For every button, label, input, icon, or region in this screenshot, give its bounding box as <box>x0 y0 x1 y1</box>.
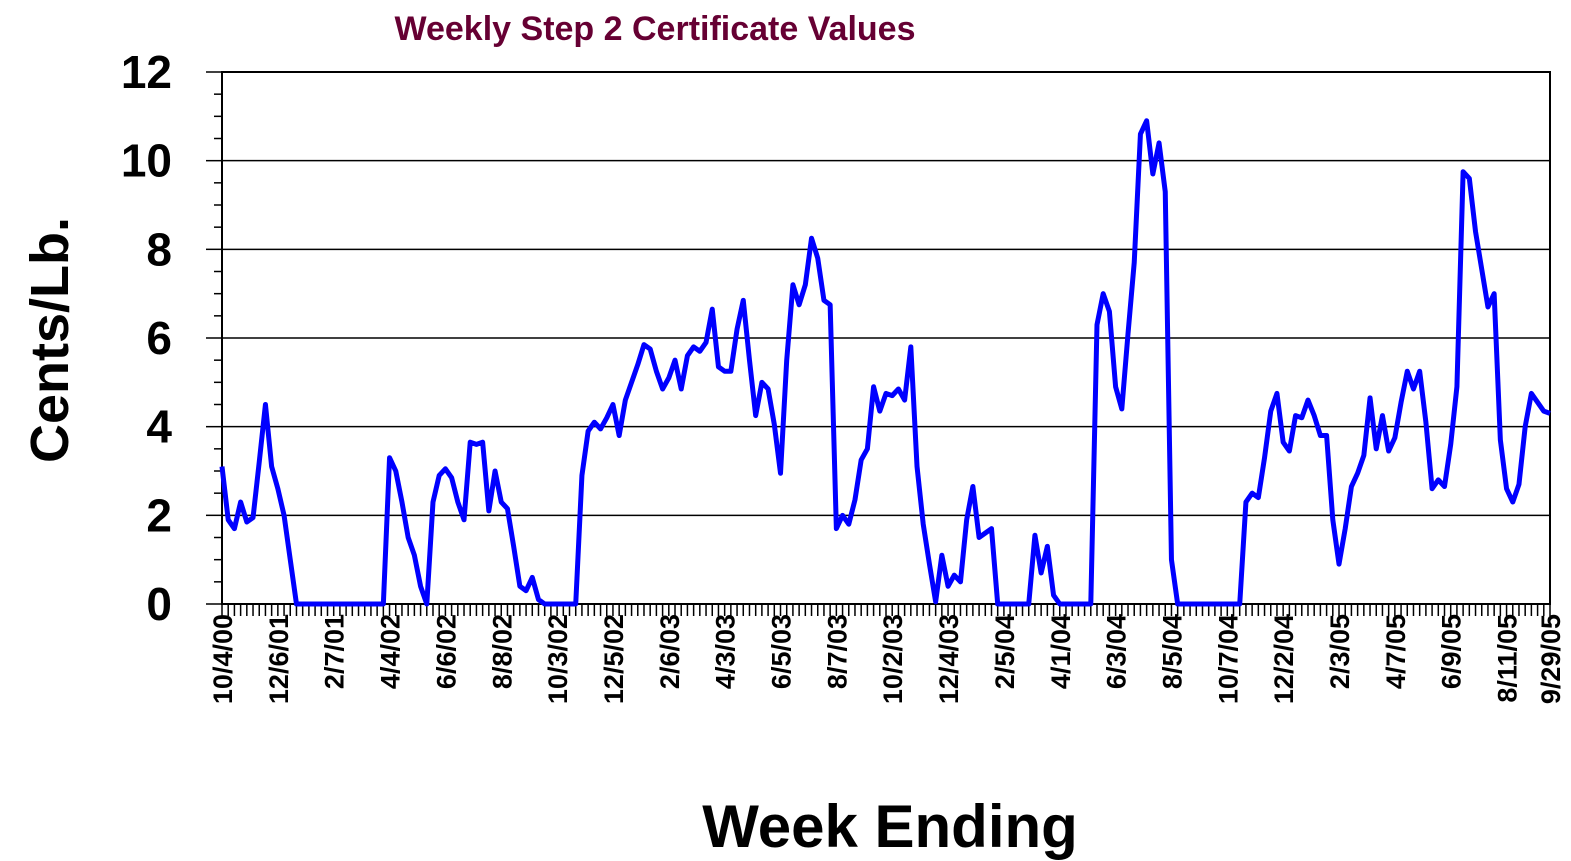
x-tick-label: 2/7/01 <box>320 614 350 689</box>
x-tick-label: 9/29/05 <box>1536 614 1566 704</box>
x-tick-label: 6/9/05 <box>1437 614 1467 689</box>
x-tick-label: 4/7/05 <box>1381 614 1411 689</box>
x-tick-label: 8/8/02 <box>487 614 517 689</box>
x-tick-label: 2/6/03 <box>655 614 685 689</box>
y-tick-label: 2 <box>146 489 172 541</box>
x-tick-label: 10/7/04 <box>1213 614 1243 704</box>
y-tick-label: 12 <box>121 46 172 98</box>
chart-title: Weekly Step 2 Certificate Values <box>395 10 916 48</box>
x-tick-label: 10/4/00 <box>208 614 238 704</box>
x-tick-label: 8/7/03 <box>822 614 852 689</box>
x-tick-label: 4/4/02 <box>376 614 406 689</box>
x-tick-label: 4/3/03 <box>711 614 741 689</box>
y-axis-label: Cents/Lb. <box>20 217 80 463</box>
x-tick-label: 12/6/01 <box>264 614 294 704</box>
x-tick-label: 8/11/05 <box>1493 614 1523 703</box>
x-tick-label: 8/5/04 <box>1157 614 1187 689</box>
x-axis-label: Week Ending <box>702 793 1078 860</box>
x-tick-label: 10/3/02 <box>543 614 573 704</box>
x-tick-label: 6/6/02 <box>431 614 461 689</box>
y-tick-label: 8 <box>146 223 172 275</box>
x-tick-label: 2/5/04 <box>990 614 1020 689</box>
x-tick-label: 2/3/05 <box>1325 614 1355 689</box>
y-tick-label: 4 <box>146 401 172 453</box>
x-tick-label: 6/3/04 <box>1102 614 1132 689</box>
data-line <box>219 118 1551 607</box>
x-tick-label: 12/5/02 <box>599 614 629 704</box>
x-tick-label: 4/1/04 <box>1046 614 1076 689</box>
x-tick-label: 10/2/03 <box>878 614 908 704</box>
y-tick-label: 0 <box>146 578 172 630</box>
x-tick-label: 6/5/03 <box>767 614 797 689</box>
x-tick-label: 12/4/03 <box>934 614 964 704</box>
x-tick-label: 12/2/04 <box>1269 614 1299 704</box>
y-tick-label: 10 <box>121 135 172 187</box>
y-tick-label: 6 <box>146 312 172 364</box>
